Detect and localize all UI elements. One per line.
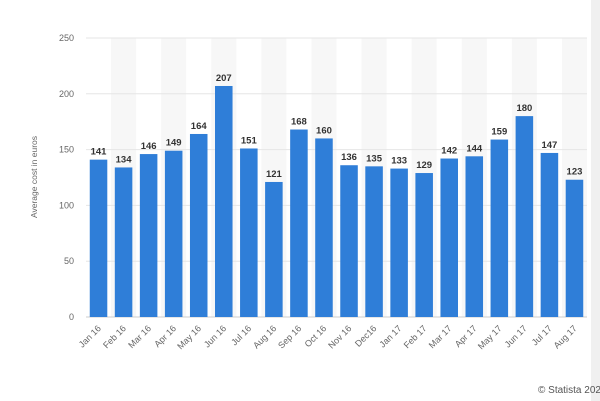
bar-2 xyxy=(139,154,158,317)
data-label-6: 151 xyxy=(241,135,258,146)
data-label-5: 207 xyxy=(216,73,232,84)
x-tick-7: Aug 16 xyxy=(251,323,278,350)
y-tick-100: 100 xyxy=(59,200,74,210)
x-tick-0: Jan 16 xyxy=(77,323,103,349)
data-label-14: 142 xyxy=(441,146,457,157)
x-tick-11: Dec16 xyxy=(353,323,378,348)
x-tick-6: Jul 16 xyxy=(229,323,253,347)
bar-13 xyxy=(415,173,433,317)
data-label-2: 146 xyxy=(141,141,157,152)
x-tick-10: Nov 16 xyxy=(326,323,353,350)
bar-16 xyxy=(490,139,509,317)
x-tick-2: Mar 16 xyxy=(126,323,153,350)
y-tick-200: 200 xyxy=(59,89,74,99)
x-tick-14: Mar 17 xyxy=(427,323,454,350)
statista-credit[interactable]: © Statista 202 xyxy=(538,385,600,396)
data-label-15: 144 xyxy=(466,143,483,154)
data-label-17: 180 xyxy=(516,103,532,114)
y-axis-title: Average cost in euros xyxy=(29,136,39,218)
bar-18 xyxy=(540,152,559,317)
x-tick-19: Aug 17 xyxy=(552,323,579,350)
bar-14 xyxy=(440,158,458,317)
bars xyxy=(89,85,584,318)
x-tick-16: May 17 xyxy=(476,323,504,351)
data-label-11: 135 xyxy=(366,153,383,164)
data-label-8: 168 xyxy=(291,117,307,128)
bar-8 xyxy=(290,129,308,317)
x-tick-9: Oct 16 xyxy=(303,323,329,349)
page-edge xyxy=(591,0,600,401)
bar-12 xyxy=(390,168,408,317)
y-tick-250: 250 xyxy=(59,33,74,43)
y-tick-150: 150 xyxy=(59,145,74,155)
x-tick-18: Jul 17 xyxy=(530,323,554,347)
x-tick-4: May 16 xyxy=(175,323,203,351)
bar-11 xyxy=(365,166,383,317)
x-tick-15: Apr 17 xyxy=(453,323,479,349)
data-label-12: 133 xyxy=(391,156,407,167)
bar-3 xyxy=(164,150,183,317)
y-tick-0: 0 xyxy=(69,312,74,322)
x-tick-1: Feb 16 xyxy=(101,323,128,350)
data-label-9: 160 xyxy=(316,125,332,136)
data-labels: 141 134 146 149 164 207 151 121 168 160 136 135 133 1… xyxy=(91,73,583,180)
bar-1 xyxy=(114,167,133,317)
data-label-18: 147 xyxy=(541,140,557,151)
bar-6 xyxy=(240,148,258,317)
bar-10 xyxy=(340,165,358,317)
data-label-10: 136 xyxy=(341,152,357,163)
bar-19 xyxy=(565,179,584,317)
x-tick-17: Jun 17 xyxy=(503,323,529,349)
x-tick-12: Jan 17 xyxy=(377,323,403,349)
bar-5 xyxy=(215,85,233,317)
bar-4 xyxy=(189,133,208,317)
bar-9 xyxy=(315,138,333,317)
data-label-16: 159 xyxy=(491,127,507,138)
x-tick-3: Apr 16 xyxy=(152,323,178,349)
bar-7 xyxy=(265,181,283,317)
data-label-4: 164 xyxy=(191,121,208,132)
bar-0 xyxy=(89,159,108,317)
data-label-1: 134 xyxy=(116,154,133,165)
x-tick-5: Jun 16 xyxy=(202,323,228,349)
x-tick-8: Sep 16 xyxy=(276,323,303,350)
y-tick-50: 50 xyxy=(64,256,74,266)
y-axis-ticks: 0 50 100 150 200 250 xyxy=(59,33,74,322)
data-label-0: 141 xyxy=(91,147,108,158)
data-label-3: 149 xyxy=(166,138,182,149)
bar-15 xyxy=(465,156,484,317)
data-label-19: 123 xyxy=(567,167,583,178)
x-tick-13: Feb 17 xyxy=(402,323,429,350)
bar-17 xyxy=(515,116,534,318)
data-label-13: 129 xyxy=(416,160,432,171)
data-label-7: 121 xyxy=(266,169,283,180)
